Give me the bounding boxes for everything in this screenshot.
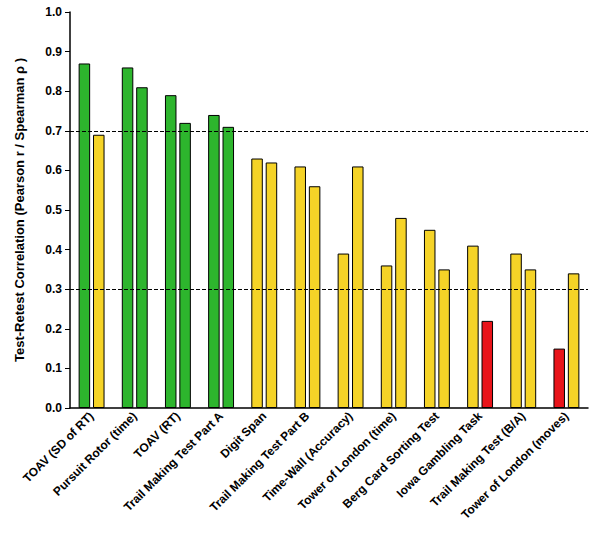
- svg-text:Trail Making Test Part B: Trail Making Test Part B: [207, 409, 313, 515]
- svg-text:0.5: 0.5: [45, 203, 62, 217]
- svg-text:0.1: 0.1: [45, 361, 62, 375]
- svg-text:0.2: 0.2: [45, 322, 62, 336]
- svg-text:Trail Making Test Part A: Trail Making Test Part A: [121, 409, 226, 514]
- svg-text:0.3: 0.3: [45, 282, 62, 296]
- svg-text:1.0: 1.0: [45, 5, 62, 19]
- svg-text:Digit Span: Digit Span: [217, 409, 270, 461]
- svg-text:0.7: 0.7: [45, 124, 62, 138]
- svg-text:Iowa Gambling Task: Iowa Gambling Task: [393, 409, 485, 501]
- svg-text:TOAV (RT): TOAV (RT): [130, 409, 183, 461]
- svg-text:0.0: 0.0: [45, 401, 62, 415]
- svg-text:Trail Making Test (B/A): Trail Making Test (B/A): [427, 409, 529, 510]
- svg-text:0.6: 0.6: [45, 163, 62, 177]
- svg-text:0.9: 0.9: [45, 45, 62, 59]
- svg-text:Tower of London (moves): Tower of London (moves): [459, 409, 572, 522]
- svg-text:Berg Card Sorting Test: Berg Card Sorting Test: [339, 409, 442, 512]
- svg-text:TOAV (SD of RT): TOAV (SD of RT): [20, 409, 96, 485]
- svg-text:Pursuit Rotor (time): Pursuit Rotor (time): [50, 409, 139, 498]
- svg-text:Tower of London (time): Tower of London (time): [295, 409, 399, 513]
- svg-text:0.4: 0.4: [45, 243, 62, 257]
- svg-text:0.8: 0.8: [45, 84, 62, 98]
- svg-text:Test-Retest Correlation (Pears: Test-Retest Correlation (Pearson r / Spe…: [12, 58, 27, 362]
- svg-text:Time-Wall (Accuracy): Time-Wall (Accuracy): [259, 409, 356, 505]
